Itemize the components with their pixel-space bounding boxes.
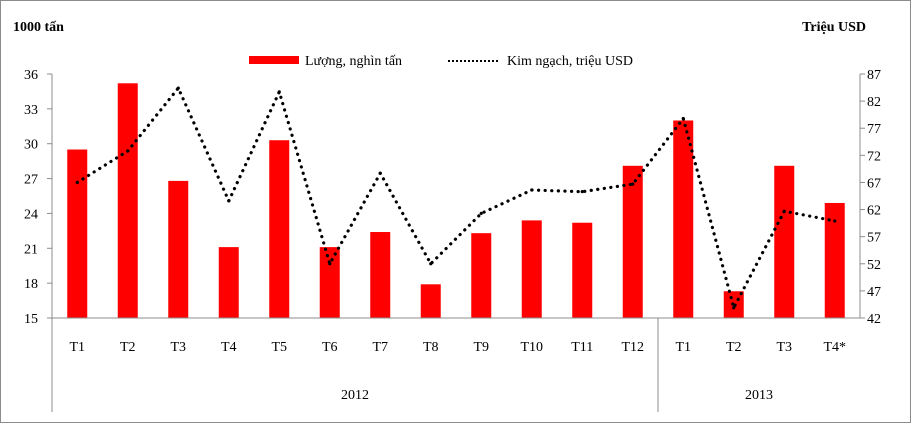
x-tick-label: T1 <box>675 340 691 355</box>
bar <box>572 222 593 318</box>
line-point <box>479 211 483 215</box>
legend-label-bar: Lượng, nghìn tấn <box>305 54 402 69</box>
bar <box>673 120 694 318</box>
right-tick-label: 52 <box>867 258 881 273</box>
line-series <box>75 86 837 310</box>
left-axis-unit: 1000 tấn <box>13 20 64 35</box>
line-point <box>681 116 685 121</box>
right-tick-label: 77 <box>867 122 881 137</box>
bar <box>370 232 391 318</box>
right-tick-label: 42 <box>867 312 881 327</box>
bar <box>521 220 542 318</box>
x-tick-label: T3 <box>776 340 792 355</box>
legend: Lượng, nghìn tấn Kim ngạch, triệu USD <box>249 54 633 69</box>
x-tick-label: T4* <box>823 340 846 355</box>
x-tick-label: T10 <box>520 340 543 355</box>
x-tick-label: T7 <box>372 340 388 355</box>
line-point <box>378 171 382 175</box>
x-tick-label: T12 <box>621 340 644 355</box>
group-label: 2013 <box>745 388 773 403</box>
axes: 15 18 21 24 27 30 33 36 42 47 52 57 62 67 72 77 82 87 T1 T2… <box>24 68 881 412</box>
bar <box>67 149 88 318</box>
bar-series <box>67 83 845 319</box>
x-tick-label: T2 <box>120 340 136 355</box>
line-point <box>833 219 837 223</box>
right-axis-unit: Triệu USD <box>802 20 866 35</box>
left-tick-label: 36 <box>24 68 38 83</box>
right-tick-label: 72 <box>867 149 881 164</box>
line-point <box>530 188 534 192</box>
right-tick-label: 67 <box>867 176 881 191</box>
x-tick-label: T5 <box>271 340 287 355</box>
line-point <box>328 262 332 266</box>
right-tick-label: 57 <box>867 231 881 246</box>
left-tick-label: 21 <box>24 242 38 257</box>
x-tick-label: T11 <box>571 340 593 355</box>
bar <box>622 165 643 318</box>
x-tick-label: T2 <box>726 340 742 355</box>
line-point <box>429 262 433 266</box>
legend-label-line: Kim ngạch, triệu USD <box>507 54 633 69</box>
bar <box>218 247 239 318</box>
bar <box>319 247 340 318</box>
bar <box>420 284 441 318</box>
right-tick-label: 87 <box>867 68 881 83</box>
left-tick-label: 15 <box>24 312 38 327</box>
x-tick-label: T6 <box>322 340 338 355</box>
legend-swatch-bar <box>249 56 299 64</box>
bar <box>471 233 492 318</box>
left-tick-label: 30 <box>24 138 38 153</box>
bar <box>774 165 795 318</box>
right-tick-label: 82 <box>867 95 881 110</box>
bar <box>117 83 138 319</box>
line-point <box>176 86 180 90</box>
bar <box>269 140 290 318</box>
line-point <box>580 190 584 194</box>
x-tick-label: T3 <box>170 340 186 355</box>
x-tick-label: T1 <box>69 340 85 355</box>
line-point <box>277 90 281 94</box>
left-tick-label: 24 <box>24 207 38 222</box>
group-label: 2012 <box>341 388 369 403</box>
line-point <box>631 182 635 186</box>
line-point <box>227 199 231 203</box>
bar <box>824 202 845 318</box>
left-tick-label: 18 <box>24 277 38 292</box>
line-point <box>732 306 736 310</box>
bar <box>168 180 189 318</box>
line-point <box>126 149 130 153</box>
line-point <box>782 209 786 213</box>
x-tick-label: T4 <box>221 340 237 355</box>
line-point <box>75 180 79 185</box>
left-tick-label: 33 <box>24 103 38 118</box>
x-tick-label: T9 <box>473 340 489 355</box>
right-tick-label: 47 <box>867 285 881 300</box>
x-tick-label: T8 <box>423 340 439 355</box>
line-path <box>75 86 837 310</box>
right-tick-label: 62 <box>867 204 881 219</box>
left-tick-label: 27 <box>24 173 38 188</box>
